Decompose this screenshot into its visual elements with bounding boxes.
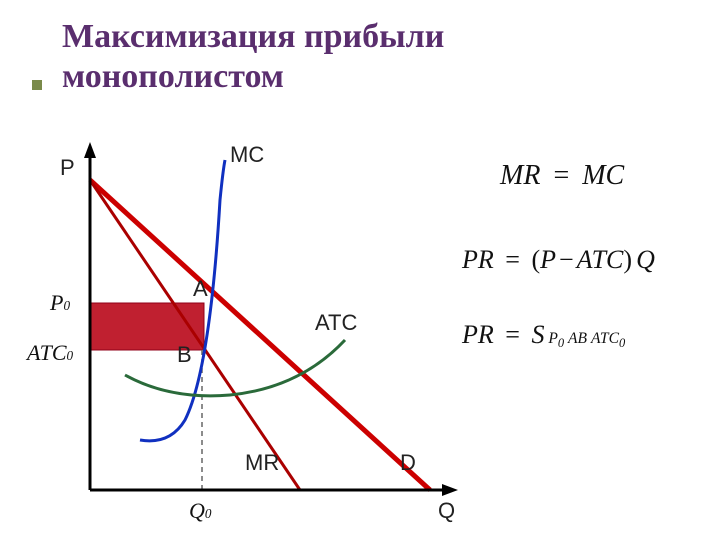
mc-curve bbox=[140, 160, 225, 441]
p0-label: P0 bbox=[50, 290, 70, 316]
a-point-label: A bbox=[193, 276, 208, 302]
atc-label: ATC bbox=[315, 310, 357, 336]
formula-pr-s: PR = S P0 AB ATC0 bbox=[462, 320, 625, 351]
p-axis-label: P bbox=[60, 155, 75, 181]
x-arrow bbox=[442, 484, 458, 496]
atc0-label: ATC0 bbox=[27, 340, 73, 366]
mc-label: MC bbox=[230, 142, 264, 168]
b-point-label: B bbox=[177, 342, 192, 368]
q0-label: Q0 bbox=[189, 498, 211, 524]
d-label: D bbox=[400, 450, 416, 476]
y-arrow bbox=[84, 142, 96, 158]
mr-label: MR bbox=[245, 450, 279, 476]
q-axis-label: Q bbox=[438, 498, 455, 524]
formula-mr-mc: MR = MC bbox=[500, 160, 624, 192]
formula-pr-patc: PR = (P−ATC)Q bbox=[462, 245, 655, 275]
